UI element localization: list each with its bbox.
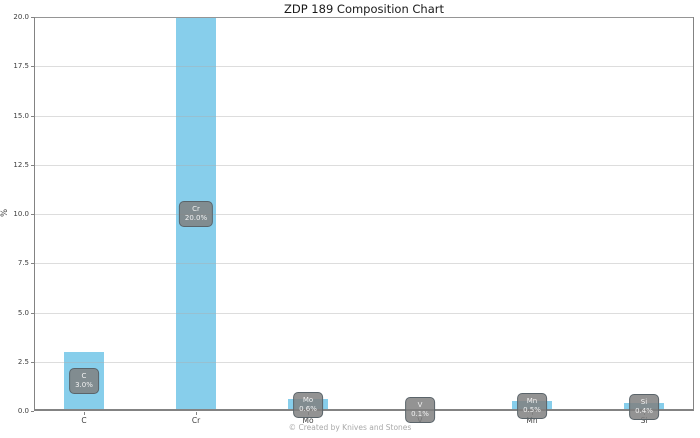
y-tick-mark [31, 411, 34, 412]
x-tick-mark [196, 412, 197, 415]
y-tick-label: 15.0 [13, 112, 29, 120]
bar-label-percent: 20.0% [184, 214, 208, 222]
x-tick-label: Cr [191, 416, 201, 425]
bar-label-element: V [417, 401, 423, 409]
x-tick-label: Si [640, 416, 648, 425]
y-tick-mark [31, 17, 34, 18]
bar-value-label: Si 0.4% [629, 394, 659, 420]
x-tick-mark [84, 412, 85, 415]
bar-label-element: C [81, 372, 87, 380]
y-tick-label: 10.0 [13, 210, 29, 218]
x-tick-label: Mn [526, 416, 538, 425]
gridline [35, 362, 693, 363]
bar-label-percent: 0.1% [411, 410, 429, 418]
gridline [35, 214, 693, 215]
bar-label-element: Si [640, 398, 648, 406]
bar-value-label: Mo 0.6% [293, 392, 323, 418]
y-tick-label: 5.0 [17, 309, 29, 317]
y-tick-label: 12.5 [13, 161, 29, 169]
y-tick-label: 7.5 [17, 259, 29, 267]
y-tick-mark [31, 313, 34, 314]
x-tick-label: Mo [302, 416, 314, 425]
bar-label-percent: 0.5% [523, 406, 541, 414]
watermark: © Created by Knives and Stones [288, 423, 412, 432]
chart-title: ZDP 189 Composition Chart [283, 2, 444, 16]
x-tick-label: C [81, 416, 87, 425]
bar-value-label: Mn 0.5% [517, 393, 547, 419]
y-tick-mark [31, 362, 34, 363]
y-tick-mark [31, 263, 34, 264]
bar-label-element: Mo [302, 396, 314, 404]
gridline [35, 116, 693, 117]
y-tick-mark [31, 214, 34, 215]
gridline [35, 17, 693, 18]
gridline [35, 165, 693, 166]
bar-value-label: Cr 20.0% [178, 201, 214, 227]
gridline [35, 66, 693, 67]
bar-label-percent: 0.4% [635, 407, 653, 415]
gridline [35, 313, 693, 314]
y-tick-label: 17.5 [13, 62, 29, 70]
y-tick-mark [31, 165, 34, 166]
y-tick-label: 20.0 [13, 13, 29, 21]
y-tick-mark [31, 66, 34, 67]
y-tick-mark [31, 116, 34, 117]
bar-label-percent: 0.6% [299, 405, 317, 413]
y-tick-label: 0.0 [17, 407, 29, 415]
bar-label-element: Cr [192, 205, 200, 213]
gridline [35, 263, 693, 264]
bar-value-label: V 0.1% [405, 397, 435, 423]
bar-label-element: Mn [526, 397, 538, 405]
bar-label-percent: 3.0% [75, 381, 93, 389]
bar-value-label: C 3.0% [69, 368, 99, 394]
y-tick-label: 2.5 [17, 358, 29, 366]
